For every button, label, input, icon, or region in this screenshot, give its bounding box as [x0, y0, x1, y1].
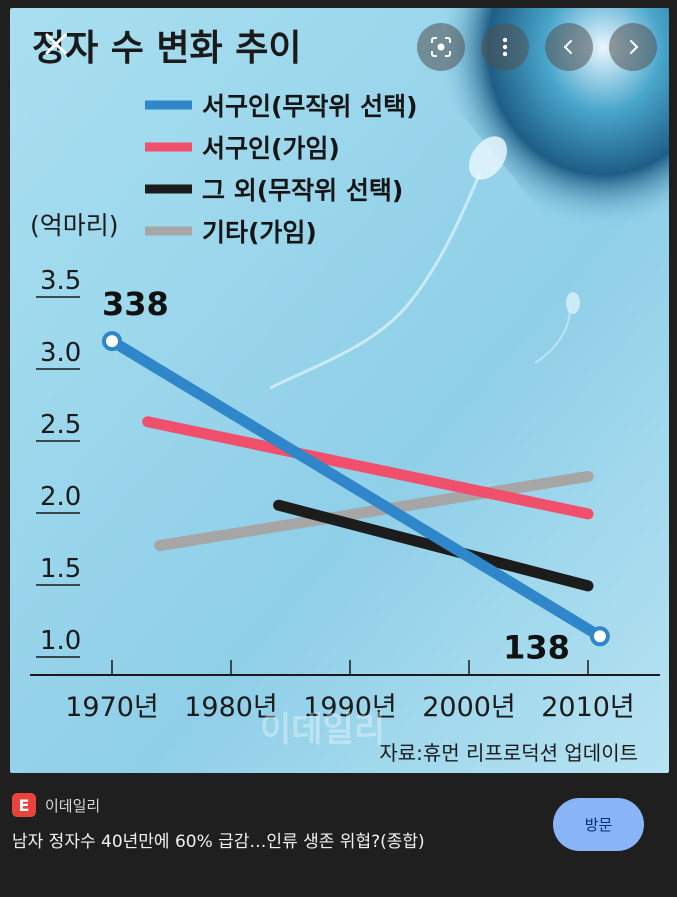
lens-icon	[431, 37, 451, 57]
series-line-2	[273, 499, 594, 592]
x-tick-label-0: 1970년	[65, 692, 159, 723]
x-tick-label-3: 2000년	[422, 692, 516, 723]
chart-title: 정자 수 변화 추이	[32, 28, 301, 69]
legend-label-2: 그 외(무작위 선택)	[202, 176, 403, 205]
series-line-1	[142, 416, 594, 520]
more-options-button[interactable]	[481, 23, 529, 71]
legend-label-3: 기타(가임)	[202, 218, 317, 247]
legend-label-1: 서구인(가임)	[202, 134, 340, 163]
sperm-count-chart: 서구인(무작위 선택) 서구인(가임) 그 외(무작위 선택) 기타(가임) (억마리…	[10, 8, 669, 773]
legend-label-0: 서구인(무작위 선택)	[202, 92, 418, 121]
series-line-3	[154, 470, 594, 552]
chevron-left-icon	[563, 40, 572, 54]
x-tick-label-2: 1990년	[303, 692, 397, 723]
chevron-right-icon	[630, 40, 639, 54]
y-tick-label-1: 3.0	[40, 338, 81, 368]
y-tick-label-3: 2.0	[40, 482, 81, 512]
source-logo: E	[12, 793, 36, 817]
previous-image-button[interactable]	[545, 23, 593, 71]
series-line-0	[106, 335, 606, 642]
image-viewer: 서구인(무작위 선택) 서구인(가임) 그 외(무작위 선택) 기타(가임) (억마리…	[10, 8, 669, 773]
y-tick-label-4: 1.5	[40, 554, 81, 584]
series-0-endpoint-0	[102, 331, 122, 352]
series-0-endpoint-1	[589, 626, 610, 647]
source-name: 이데일리	[45, 796, 101, 815]
x-tick-label-1: 1980년	[184, 692, 278, 723]
close-button[interactable]	[34, 22, 78, 66]
chart-source: 자료:휴먼 리프로덕션 업데이트	[379, 741, 638, 765]
data-label-0: 338	[102, 285, 169, 323]
next-image-button[interactable]	[609, 23, 657, 71]
close-icon	[45, 33, 67, 55]
y-tick-label-5: 1.0	[40, 626, 81, 656]
x-tick-label-4: 2010년	[541, 692, 635, 723]
y-tick-label-0: 3.5	[40, 266, 81, 296]
visit-button[interactable]: 방문	[553, 798, 644, 851]
more-vert-icon	[502, 37, 508, 57]
watermark: 이데일리	[260, 710, 385, 750]
lens-button[interactable]	[417, 23, 465, 71]
data-label-1: 138	[503, 628, 570, 666]
result-footer: E 이데일리 남자 정자수 40년만에 60% 급감…인류 생존 위협?(종합)…	[0, 773, 677, 897]
source-link[interactable]: E 이데일리	[12, 793, 100, 817]
article-headline[interactable]: 남자 정자수 40년만에 60% 급감…인류 생존 위협?(종합)	[12, 832, 425, 852]
y-tick-label-2: 2.5	[40, 410, 81, 440]
y-axis-label: (억마리)	[30, 211, 119, 240]
